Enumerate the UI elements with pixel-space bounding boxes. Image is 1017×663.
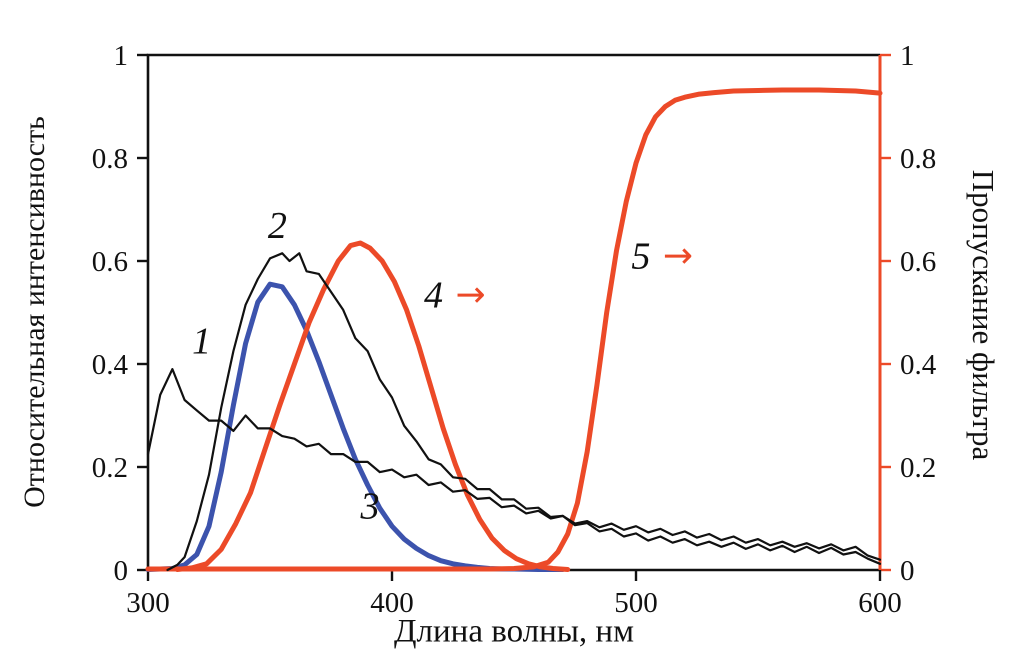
curve-label-4: 4 [424,274,443,316]
y-tick-label-left: 0.6 [92,246,128,278]
y-tick-label-left: 0.4 [92,349,129,381]
y-tick-label-left: 0.2 [92,452,128,484]
y-tick-label-right: 0.6 [900,246,936,278]
arrow-right-icon: → [455,274,485,315]
curve-label-1: 1 [192,321,211,363]
arrow-right-icon: → [663,236,693,277]
x-tick-label: 300 [126,587,170,619]
curve-label-3: 3 [360,486,380,528]
y-tick-label-left: 0 [114,555,129,587]
left-axis-title: Относительная интенсивность [18,116,51,508]
x-axis-title: Длина волны, нм [394,613,634,650]
y-tick-label-left: 1 [114,40,129,72]
y-tick-label-right: 0.8 [900,143,936,175]
x-tick-label: 400 [370,587,414,619]
series-line-5 [145,87,883,572]
y-tick-label-right: 0.4 [900,349,937,381]
axes-frame [146,53,880,572]
series-line-4 [174,240,571,572]
y-tick-label-right: 0.2 [900,452,936,484]
series-line-2 [166,252,882,572]
y-tick-label-right: 1 [900,40,915,72]
curve-label-2: 2 [268,205,287,247]
y-tick-label-right: 0 [900,555,915,587]
right-axis-title: Пропускание фильтра [966,169,1001,461]
x-tick-label: 500 [614,587,658,619]
curve-label-5: 5 [631,236,650,278]
series-line-1 [146,368,882,561]
x-tick-label: 600 [858,587,902,619]
y-tick-label-left: 0.8 [92,143,128,175]
